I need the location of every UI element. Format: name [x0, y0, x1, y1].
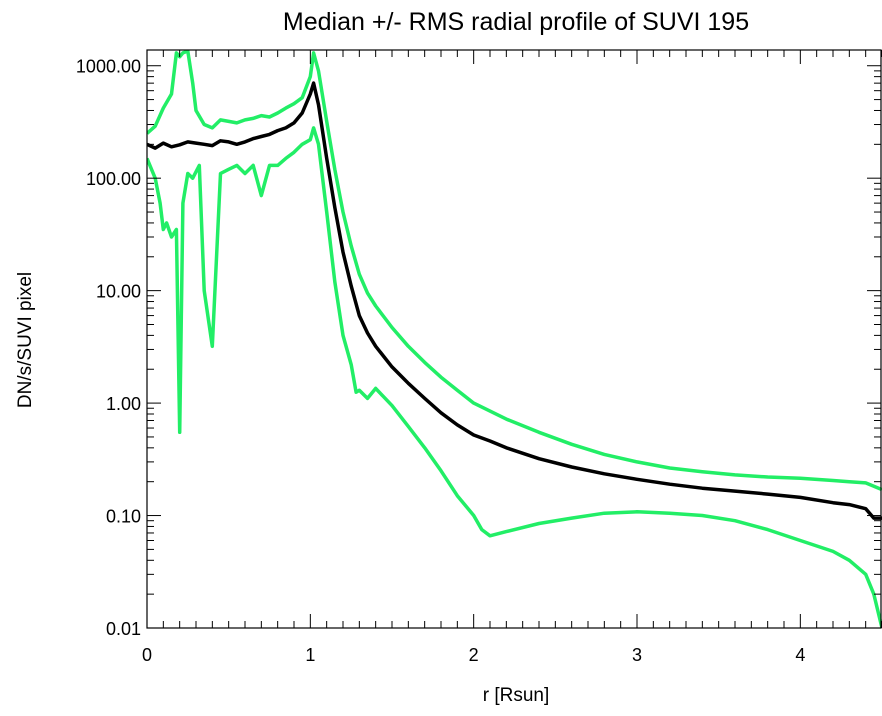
- y-tick-label: 10.00: [96, 282, 141, 302]
- y-tick-label: 1000.00: [76, 57, 141, 77]
- series-line-1: [147, 50, 882, 492]
- y-tick-label: 100.00: [86, 169, 141, 189]
- x-tick-label: 1: [305, 645, 315, 665]
- y-tick-label: 0.01: [106, 619, 141, 639]
- x-axis-label: r [Rsun]: [483, 685, 550, 706]
- plot-frame: [146, 49, 882, 629]
- y-tick-label: 1.00: [106, 394, 141, 414]
- x-tick-label: 0: [142, 645, 152, 665]
- chart-title: Median +/- RMS radial profile of SUVI 19…: [283, 8, 749, 36]
- x-tick-label: 4: [795, 645, 805, 665]
- x-tick-label: 3: [632, 645, 642, 665]
- y-axis-label: DN/s/SUVI pixel: [15, 272, 36, 408]
- series-line-2: [147, 126, 882, 628]
- y-tick-label: 0.10: [106, 507, 141, 527]
- axis-ticks: 0 1 2 3 4 0.01 0.10 1.00 10.00 100.00 1000.00: [76, 50, 882, 665]
- series-line-0: [147, 81, 882, 520]
- x-tick-label: 2: [469, 645, 479, 665]
